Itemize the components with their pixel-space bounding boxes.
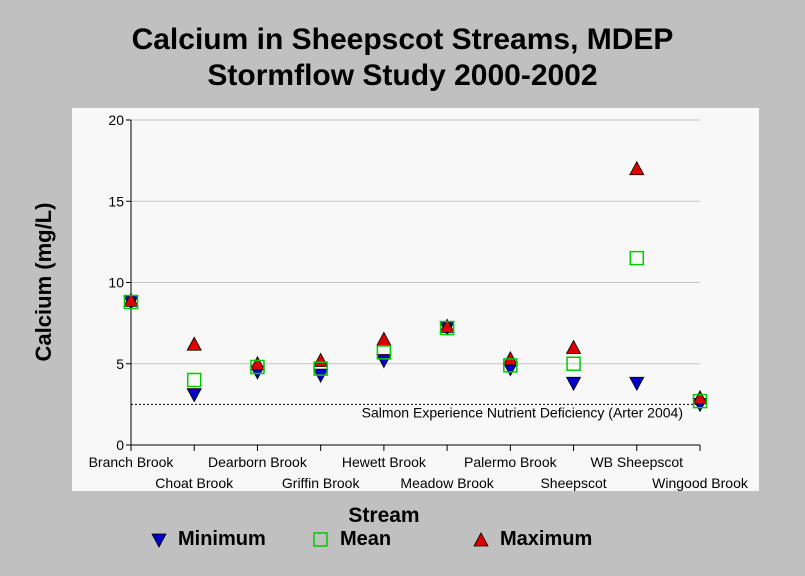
x-tick-label: Sheepscot [540,475,606,491]
triangle-down-icon [151,533,167,548]
y-axis-label: Calcium (mg/L) [31,203,56,362]
mean-point [313,361,328,376]
maximum-point [249,355,266,371]
maximum-point [123,292,139,307]
legend-label-mean: Mean [340,528,392,550]
x-tick-label: WB Sheepscot [590,454,683,470]
mean-point [376,345,392,360]
y-tick-label: 5 [116,356,124,372]
mean-point [503,358,518,373]
legend-item-minimum: Minimum [150,528,266,551]
legend-item-mean: Mean [312,528,391,551]
mean-point [566,356,581,371]
minimum-point [376,354,392,369]
mean-point [250,359,265,375]
x-tick-label: Wingood Brook [652,475,749,491]
x-tick-label: Griffin Brook [282,475,361,491]
maximum-point [629,160,645,176]
reference-line-label: Salmon Experience Nutrient Deficiency (A… [362,404,683,420]
legend-item-maximum: Maximum [472,528,592,551]
x-tick-label: Meadow Brook [400,475,494,491]
reference-line: Salmon Experience Nutrient Deficiency (A… [131,403,700,420]
maximum-point [565,339,582,354]
mean-point [692,393,708,409]
y-tick-label: 0 [116,437,124,453]
square-icon [313,531,328,547]
gridlines [131,119,700,365]
chart-title-line-2: Stormflow Study 2000-2002 [207,59,598,92]
y-tick-label: 20 [108,112,124,128]
mean-point [123,294,139,310]
data-marks [123,160,708,413]
triangle-up-icon [473,531,489,546]
x-tick-label: Palermo Brook [464,454,558,470]
maximum-point [312,352,329,367]
x-tick-label: Branch Brook [89,454,175,470]
chart-title-line-1: Calcium in Sheepscot Streams, MDEP [131,23,674,56]
legend: Minimum Mean Maximum [0,528,805,560]
minimum-point [565,376,582,392]
maximum-point [692,390,708,405]
legend-label-maximum: Maximum [500,528,593,550]
legend-label-minimum: Minimum [178,528,266,550]
axes: 0 5 10 15 20 Branch Brook Choat Brook Dearborn … [89,112,749,491]
mean-point [439,320,455,336]
x-tick-label: Hewett Brook [342,454,427,470]
x-axis-label: Stream [348,504,419,527]
maximum-point [439,318,455,333]
plot-panel [72,108,759,491]
x-tick-label: Dearborn Brook [208,454,308,470]
x-tick-label: Choat Brook [155,475,234,491]
maximum-point [186,336,202,351]
mean-point [629,250,645,266]
mean-point [186,372,202,388]
y-tick-label: 15 [108,193,124,209]
minimum-point [629,376,645,392]
y-tick-label: 10 [108,275,124,291]
chart-title: Calcium in Sheepscot Streams, MDEP Storm… [0,22,805,94]
minimum-point [186,388,202,403]
